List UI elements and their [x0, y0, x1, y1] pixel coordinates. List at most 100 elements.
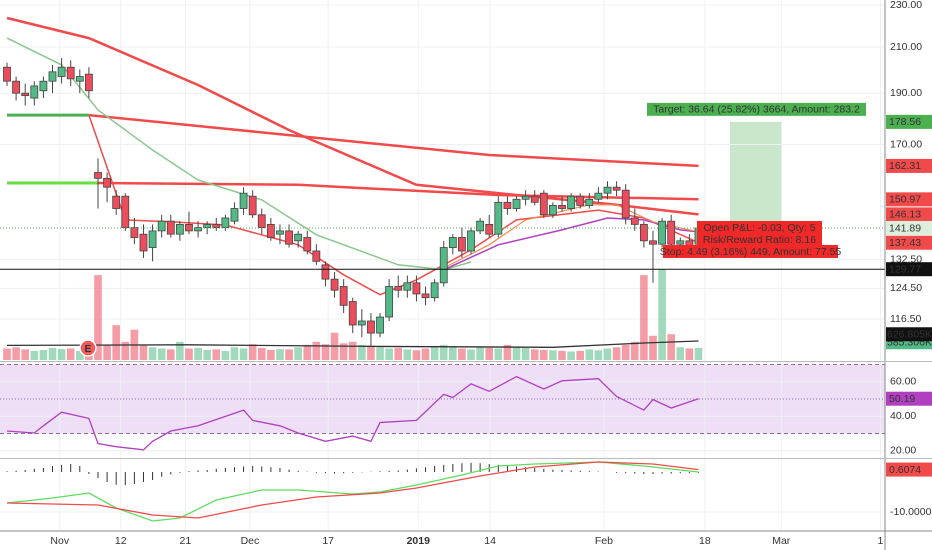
x-tick-label: 1	[878, 535, 884, 547]
volume-bar	[530, 349, 539, 360]
volume-bar	[485, 347, 494, 360]
volume-bar	[230, 347, 239, 360]
candle-body	[430, 282, 439, 299]
volume-label-bg	[886, 327, 932, 342]
candle-body	[276, 230, 284, 235]
volume-bar	[212, 349, 221, 360]
indicator-line	[6, 340, 699, 348]
price-label-bg	[886, 220, 932, 235]
candle-body	[39, 80, 48, 92]
volume-bar	[39, 349, 48, 360]
time-axis-bg	[0, 531, 932, 550]
x-tick-label: 14	[484, 535, 496, 547]
candle-body	[230, 208, 239, 222]
position-box	[663, 244, 838, 258]
candle-body	[394, 286, 403, 291]
candle-body	[321, 264, 330, 280]
volume-layer	[3, 269, 703, 486]
volume-bar	[467, 349, 475, 360]
volume-bar	[257, 347, 266, 360]
candle-body	[576, 195, 585, 206]
candle-body	[439, 247, 448, 284]
indicator-line	[6, 16, 699, 216]
candle-body	[621, 189, 630, 219]
candle-body	[603, 186, 612, 194]
volume-bar	[66, 348, 75, 360]
candle-body	[367, 320, 375, 334]
candle-body	[421, 293, 430, 299]
candle-body	[112, 195, 121, 209]
volume-bar	[540, 349, 548, 360]
position-box	[647, 102, 866, 116]
candle-body	[512, 198, 521, 209]
earnings-label: E	[84, 343, 91, 355]
candle-body	[630, 217, 639, 225]
candle-body	[467, 230, 475, 252]
volume-label: 626.805K	[887, 329, 932, 341]
volume-bar	[630, 341, 639, 360]
candle-body	[494, 201, 503, 235]
volume-bar	[612, 347, 621, 360]
y-tick-label: 40.00	[890, 410, 916, 422]
x-tick-label: Nov	[50, 535, 69, 547]
volume-bar	[148, 347, 157, 360]
volume-bar	[403, 349, 412, 360]
price-label-bg	[886, 391, 932, 406]
price-label-bg	[886, 192, 932, 207]
x-tick-label: 18	[699, 535, 711, 547]
candle-body	[221, 217, 230, 229]
indicator-line	[6, 461, 699, 519]
position-box	[697, 220, 822, 234]
candle-body	[157, 220, 166, 232]
x-tick-label: 17	[322, 535, 334, 547]
candle-body	[12, 80, 21, 94]
x-tick-label: Dec	[241, 535, 260, 547]
candle-body	[476, 220, 485, 232]
candle-body	[130, 227, 139, 238]
candle-body	[21, 92, 30, 97]
target-zone	[730, 121, 782, 228]
volume-bar	[549, 350, 557, 360]
indicator-line	[6, 375, 699, 451]
volume-bar	[221, 350, 230, 360]
volume-bar	[203, 349, 211, 360]
volume-bar	[658, 269, 666, 360]
position-text: Open P&L: -0.03, Qty: 5	[703, 222, 815, 234]
candle-body	[303, 237, 312, 252]
candle-body	[248, 195, 257, 216]
volume-bar	[576, 350, 585, 360]
volume-bar	[3, 348, 11, 360]
candle-body	[203, 223, 212, 229]
candle-body	[530, 195, 539, 203]
candle-body	[121, 195, 130, 229]
overlay-layer: E Target: 36.64 (25.82%) 3664, Amount: 28…	[0, 102, 885, 357]
y-tick-label: 124.50	[890, 282, 922, 294]
y-tick-label: 170.00	[890, 138, 922, 150]
volume-bar	[321, 344, 330, 360]
candle-body	[412, 282, 421, 295]
volume-bar	[339, 343, 348, 360]
volume-bar	[239, 348, 248, 360]
candle-body	[48, 71, 57, 82]
line-layer	[6, 16, 699, 522]
volume-bar	[185, 348, 193, 360]
volume-bar	[57, 349, 66, 360]
candle-body	[649, 240, 657, 245]
volume-bar	[439, 344, 448, 360]
volume-bar	[358, 344, 366, 360]
candle-body	[357, 320, 366, 326]
volume-bar	[521, 347, 530, 360]
volume-bar	[667, 334, 675, 360]
grid-layer	[0, 0, 885, 530]
price-label-bg	[886, 262, 932, 277]
volume-bar	[585, 349, 594, 360]
candle-body	[403, 282, 412, 291]
candle-body	[639, 223, 648, 242]
candle-body	[139, 233, 148, 252]
volume-bar	[503, 344, 512, 360]
y-tick-label: 210.00	[890, 41, 922, 53]
volume-bar	[621, 344, 630, 360]
candle-body	[567, 195, 576, 209]
volume-bar	[112, 325, 120, 360]
